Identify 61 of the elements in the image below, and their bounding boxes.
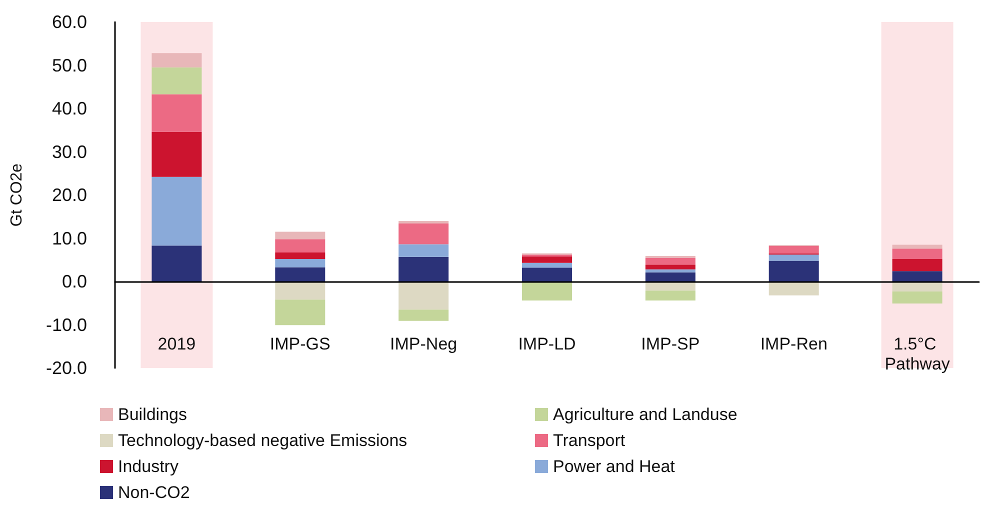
bar bbox=[398, 224, 449, 244]
y-tick-label: 50.0 bbox=[52, 55, 87, 76]
bar bbox=[275, 300, 326, 326]
bar bbox=[152, 67, 202, 94]
bar bbox=[768, 254, 819, 261]
y-tick-label: 0.0 bbox=[62, 272, 87, 292]
y-tick-label: 10.0 bbox=[52, 228, 87, 248]
x-tick-label: IMP-Ren bbox=[760, 334, 828, 354]
bar bbox=[275, 252, 326, 260]
bar bbox=[522, 268, 572, 282]
bar bbox=[275, 267, 326, 282]
x-tick-label: IMP-SP bbox=[641, 334, 700, 354]
bar bbox=[645, 269, 696, 272]
legend-label: Power and Heat bbox=[553, 457, 676, 476]
bar bbox=[152, 53, 202, 68]
bar bbox=[892, 248, 942, 260]
bar bbox=[522, 282, 572, 301]
bar bbox=[398, 282, 449, 310]
y-tick-label: 20.0 bbox=[52, 185, 87, 205]
bar bbox=[152, 176, 202, 246]
bar bbox=[645, 290, 696, 301]
bar bbox=[892, 259, 942, 272]
bar bbox=[645, 258, 696, 265]
y-tick-label: -10.0 bbox=[46, 314, 87, 335]
y-tick-label: 30.0 bbox=[52, 142, 87, 162]
bar bbox=[275, 282, 326, 300]
bar bbox=[398, 244, 449, 257]
bar bbox=[152, 94, 202, 132]
bar bbox=[398, 220, 449, 224]
bar bbox=[275, 232, 326, 240]
bar bbox=[152, 246, 202, 282]
bar bbox=[892, 244, 942, 249]
y-tick-label: -20.0 bbox=[46, 358, 87, 378]
legend-label: Technology-based negative Emissions bbox=[118, 431, 408, 450]
legend-label: Industry bbox=[118, 457, 179, 476]
x-tick-label: IMP-LD bbox=[518, 334, 576, 354]
x-tick-label: 2019 bbox=[158, 334, 196, 354]
y-tick-label: 40.0 bbox=[52, 98, 87, 118]
bar bbox=[768, 246, 819, 254]
legend-label: Non-CO2 bbox=[118, 483, 190, 502]
bar bbox=[275, 259, 326, 268]
bar bbox=[522, 262, 572, 268]
legend-label: Agriculture and Landuse bbox=[553, 405, 738, 424]
bar bbox=[645, 264, 696, 270]
bar bbox=[892, 271, 942, 282]
bar bbox=[398, 256, 449, 282]
x-tick-label: 1.5°C Pathway bbox=[884, 334, 950, 374]
bar bbox=[152, 132, 202, 177]
bar bbox=[275, 239, 326, 253]
legend-label: Buildings bbox=[118, 405, 187, 424]
y-axis-title: Gt CO2e bbox=[8, 163, 26, 227]
y-tick-label: 60.0 bbox=[52, 12, 87, 32]
bar bbox=[398, 310, 449, 321]
bar bbox=[522, 256, 572, 263]
legend-label: Transport bbox=[553, 431, 626, 450]
bar bbox=[768, 260, 819, 282]
x-tick-label: IMP-Neg bbox=[390, 334, 458, 354]
x-tick-label: IMP-GS bbox=[270, 334, 330, 354]
bar bbox=[645, 272, 696, 282]
bar bbox=[768, 282, 819, 296]
bar bbox=[892, 291, 942, 304]
